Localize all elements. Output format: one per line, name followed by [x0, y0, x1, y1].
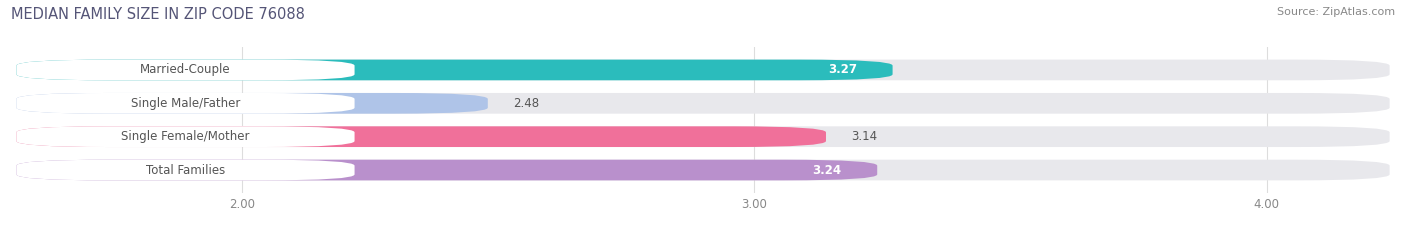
Text: 3.27: 3.27 — [828, 63, 856, 76]
FancyBboxPatch shape — [17, 60, 893, 80]
Text: 3.24: 3.24 — [813, 164, 841, 177]
Text: Source: ZipAtlas.com: Source: ZipAtlas.com — [1277, 7, 1395, 17]
Text: Married-Couple: Married-Couple — [141, 63, 231, 76]
Text: 2.48: 2.48 — [513, 97, 540, 110]
FancyBboxPatch shape — [17, 126, 1389, 147]
Text: MEDIAN FAMILY SIZE IN ZIP CODE 76088: MEDIAN FAMILY SIZE IN ZIP CODE 76088 — [11, 7, 305, 22]
Text: Single Female/Mother: Single Female/Mother — [121, 130, 250, 143]
FancyBboxPatch shape — [17, 160, 1389, 180]
Text: Single Male/Father: Single Male/Father — [131, 97, 240, 110]
FancyBboxPatch shape — [17, 60, 1389, 80]
FancyBboxPatch shape — [17, 93, 1389, 114]
FancyBboxPatch shape — [17, 93, 354, 114]
FancyBboxPatch shape — [17, 60, 354, 80]
FancyBboxPatch shape — [17, 126, 354, 147]
Text: Total Families: Total Families — [146, 164, 225, 177]
FancyBboxPatch shape — [17, 93, 488, 114]
FancyBboxPatch shape — [17, 160, 354, 180]
Text: 3.14: 3.14 — [852, 130, 877, 143]
FancyBboxPatch shape — [17, 126, 825, 147]
FancyBboxPatch shape — [17, 160, 877, 180]
